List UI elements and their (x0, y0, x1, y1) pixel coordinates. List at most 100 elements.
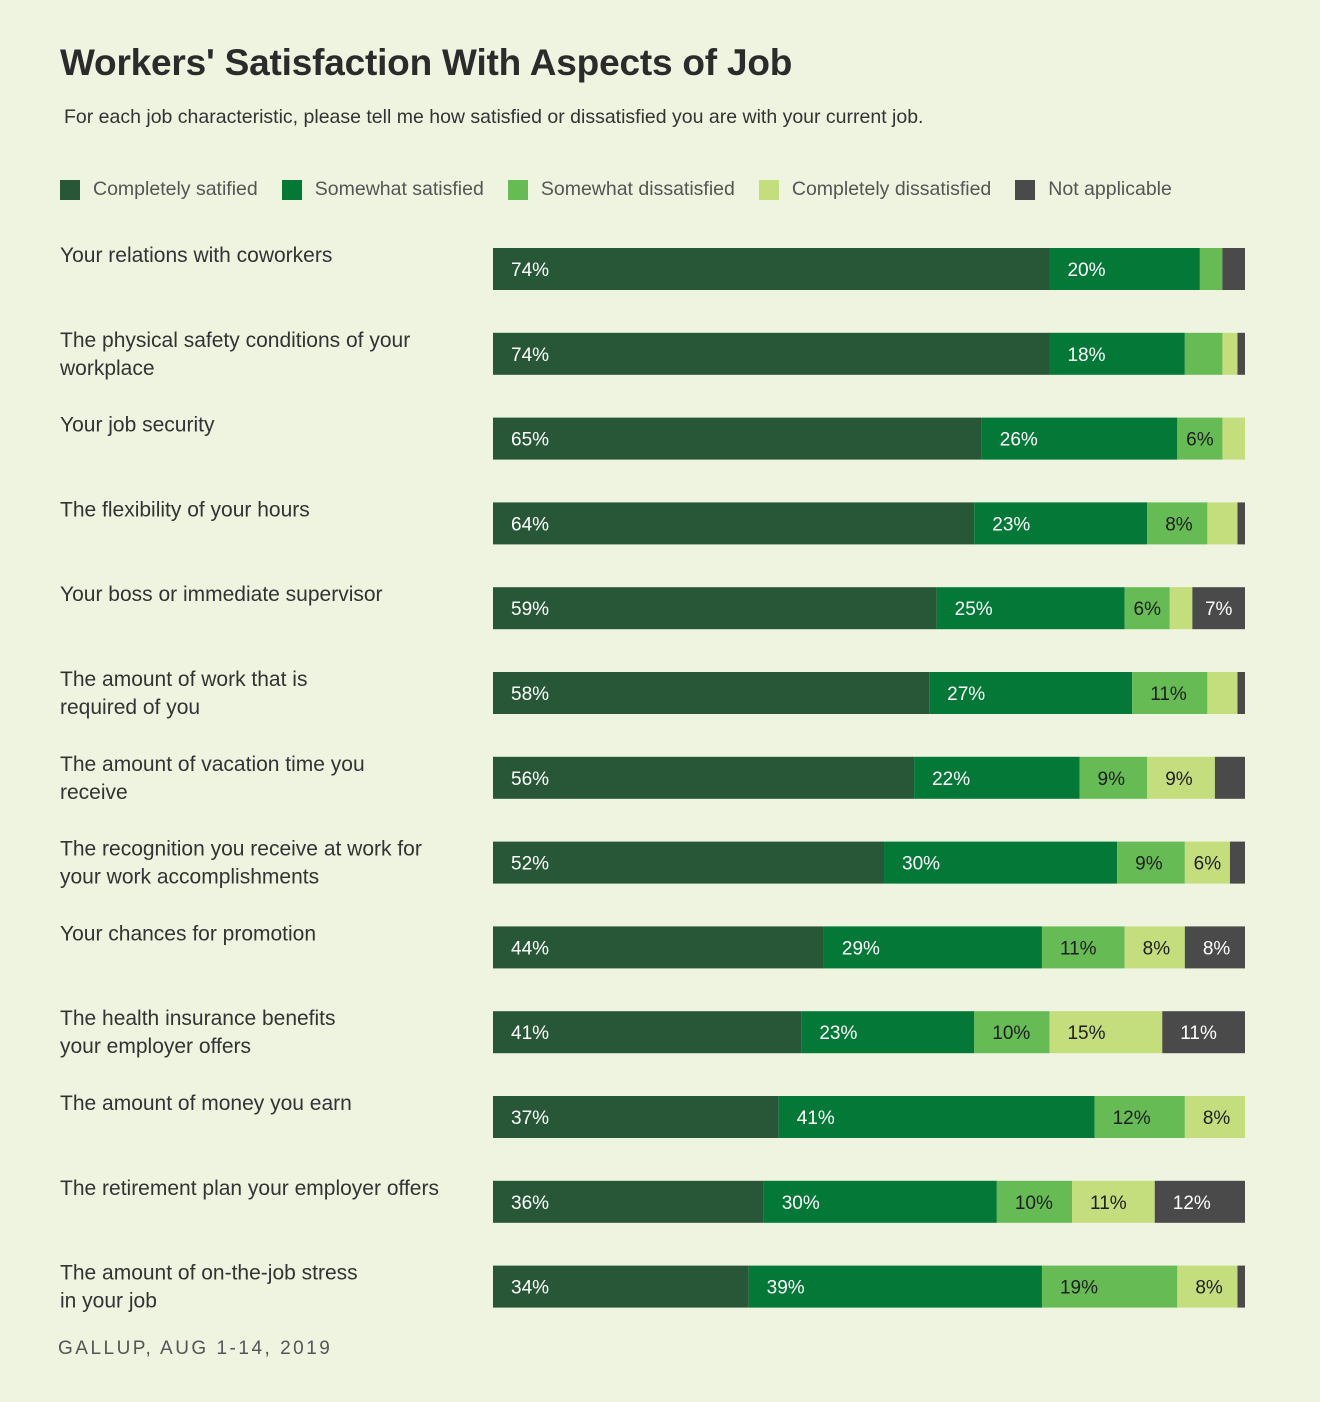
data-label: 30% (782, 1193, 820, 1214)
category-label-line: Your relations with coworkers (60, 244, 332, 267)
data-label: 41% (797, 1108, 835, 1129)
category-label: The amount of on-the-job stress in your j… (60, 1262, 358, 1313)
bar-segment (493, 502, 975, 545)
bar-segment (1229, 841, 1245, 884)
data-label: 6% (1194, 854, 1222, 875)
data-label: 7% (1205, 599, 1233, 620)
data-label: 37% (511, 1108, 549, 1129)
bar-segment (1184, 332, 1223, 375)
legend-item-completely-dissatisfied: Completely dissatisfied (758, 178, 992, 201)
bar-segment (493, 672, 930, 714)
data-label: 25% (955, 599, 993, 620)
legend-label: Somewhat satisfied (314, 178, 484, 200)
category-label: The physical safety conditions of your wo… (59, 329, 410, 380)
bar-segment (1049, 248, 1200, 290)
bar-row: Your chances for promotion 44% 29% 11% 8% 8% (60, 922, 1245, 969)
data-label: 11% (1060, 938, 1097, 959)
data-label: 12% (1173, 1193, 1211, 1214)
data-label: 12% (1113, 1108, 1151, 1129)
data-label: 65% (511, 430, 549, 451)
legend-item-somewhat-dissatisfied: Somewhat dissatisfied (507, 178, 735, 201)
data-label: 8% (1203, 938, 1231, 959)
bar-segment (1222, 332, 1238, 375)
bar-segment (778, 1096, 1095, 1138)
data-label: 26% (1000, 430, 1038, 451)
data-label: 11% (1090, 1193, 1127, 1214)
category-label-line: required of you (60, 696, 200, 719)
bar-segment (1049, 1011, 1163, 1054)
bar-segment (914, 756, 1080, 799)
bar-row: Your relations with coworkers 74% 20% (60, 244, 1245, 290)
legend-item-not-applicable: Not applicable (1015, 178, 1172, 201)
legend-label: Completely dissatisfied (791, 178, 992, 200)
data-label: 23% (992, 514, 1030, 535)
data-label: 44% (511, 938, 549, 959)
bar-segment (1207, 672, 1238, 714)
bar-segment (1237, 332, 1245, 375)
data-label: 23% (819, 1023, 857, 1044)
category-label-line: your work accomplishments (60, 866, 319, 889)
data-label: 15% (1067, 1023, 1105, 1044)
data-label: 59% (511, 599, 549, 620)
bar-segment (493, 248, 1050, 290)
data-label: 41% (511, 1023, 549, 1044)
bar-segment (493, 417, 982, 460)
data-label: 29% (842, 938, 880, 959)
bar-segment (493, 756, 915, 799)
category-label-line: receive (60, 781, 128, 804)
data-label: 36% (511, 1193, 549, 1214)
bar-segment (1237, 502, 1245, 545)
bar-row: The amount of vacation time you receive 56… (60, 753, 1245, 804)
category-label: The flexibility of your hours (60, 498, 310, 521)
data-label: 8% (1203, 1108, 1231, 1129)
bar-segment (1222, 417, 1245, 460)
data-label: 39% (767, 1278, 805, 1299)
bar-row: The retirement plan your employer offers… (60, 1177, 1245, 1223)
bar-row: The health insurance benefits your employ… (60, 1007, 1245, 1058)
category-label: Your job security (60, 414, 215, 437)
bar-row: The flexibility of your hours 64% 23% 8% (60, 498, 1245, 545)
bar-segment (1237, 672, 1245, 714)
category-label-line: The flexibility of your hours (60, 498, 310, 521)
data-label: 56% (511, 769, 549, 790)
data-label: 20% (1067, 260, 1105, 281)
category-label: The recognition you receive at work for y… (60, 838, 422, 889)
category-label: The amount of money you earn (60, 1092, 352, 1115)
data-label: 9% (1098, 769, 1126, 790)
bar-segment (493, 1265, 749, 1308)
category-label-line: The retirement plan your employer offers (60, 1177, 439, 1200)
bar-segment (1124, 926, 1185, 969)
data-label: 34% (511, 1278, 549, 1299)
bar-segment (1237, 1265, 1245, 1308)
bar-segment (1041, 1265, 1178, 1308)
data-label: 64% (511, 514, 549, 535)
bar-segment (1147, 756, 1215, 799)
category-label-line: Your boss or immediate supervisor (60, 583, 383, 606)
legend-item-completely-satisfied: Completely satified (60, 178, 258, 201)
bar-segment (1094, 1096, 1185, 1138)
bar-segment (1162, 1011, 1245, 1054)
chart-title: Workers' Satisfaction With Aspects of Jo… (60, 42, 793, 83)
bar-segment (1117, 841, 1185, 884)
bar-segment (1147, 502, 1208, 545)
data-label: 22% (932, 769, 970, 790)
category-label-line: The recognition you receive at work for (60, 838, 422, 861)
data-label: 19% (1060, 1278, 1098, 1299)
category-label-line: in your job (60, 1290, 157, 1313)
bar-segment (493, 587, 937, 630)
bar-segment (1177, 417, 1223, 460)
bar-segment (1154, 1180, 1245, 1223)
category-label-line: The physical safety conditions of your (60, 329, 410, 352)
bar-segment (974, 1011, 1050, 1054)
bar-segment (1079, 756, 1148, 799)
bar-segment (1124, 587, 1170, 630)
source-note: GALLUP, AUG 1-14, 2019 (58, 1338, 333, 1359)
bar-row: The amount of money you earn 37% 41% 12% 8% (60, 1092, 1245, 1138)
data-label: 27% (947, 684, 985, 705)
legend: Completely satified Somewhat satisfied S… (60, 178, 1172, 201)
data-label: 58% (511, 684, 549, 705)
bar-segment (493, 1011, 802, 1054)
chart-subtitle: For each job characteristic, please tell… (64, 106, 924, 128)
legend-swatch (758, 179, 779, 200)
